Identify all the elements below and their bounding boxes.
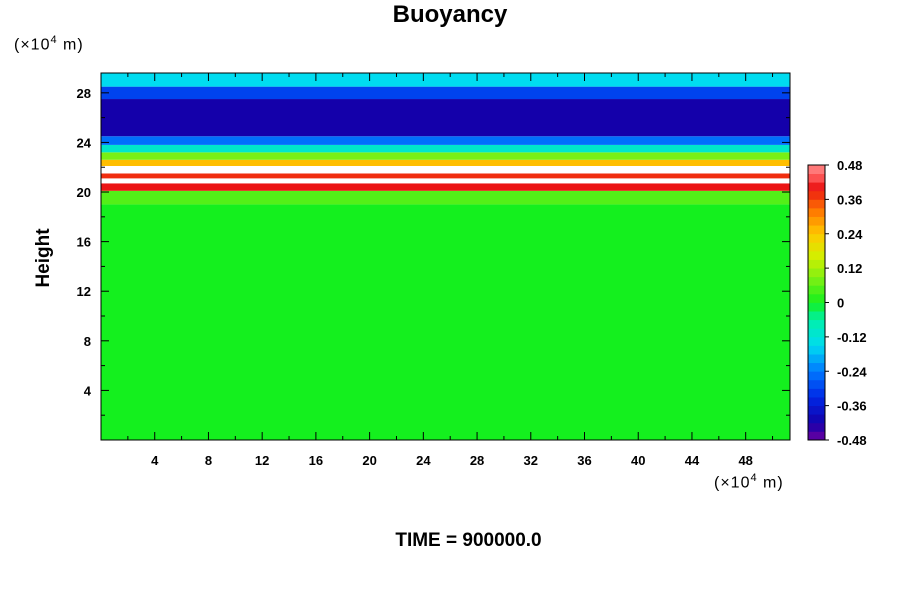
colorbar-tick-label: -0.12	[837, 330, 867, 345]
colorbar-level	[808, 190, 825, 200]
colorbar-tick-label: 0	[837, 296, 844, 311]
colorbar-level	[808, 388, 825, 398]
y-axis-label: Height	[33, 228, 54, 288]
colorbar-level	[808, 165, 825, 174]
x-unit-suffix: m)	[757, 474, 784, 492]
field-band-10	[101, 99, 790, 137]
field-band-9	[101, 136, 790, 145]
field-band-6	[101, 159, 790, 166]
x-tick-label: 20	[362, 453, 376, 468]
field-band-1	[101, 190, 790, 205]
colorbar-level	[808, 302, 825, 312]
x-tick-label: 12	[255, 453, 269, 468]
colorbar-level	[808, 345, 825, 355]
field-band-0	[101, 204, 790, 440]
colorbar-level	[808, 422, 825, 432]
colorbar-level	[808, 233, 825, 243]
y-tick-label: 20	[77, 185, 91, 200]
time-label: TIME = 900000.0	[395, 530, 542, 551]
colorbar-level	[808, 207, 825, 217]
colorbar-tick-label: -0.48	[837, 433, 867, 448]
colorbar-level	[808, 354, 825, 364]
chart-title: Buoyancy	[392, 1, 508, 28]
colorbar-level	[808, 328, 825, 338]
colorbar-tick-label: -0.36	[837, 399, 867, 414]
colorbar-level	[808, 285, 825, 295]
y-unit-exponent: 4	[50, 34, 58, 46]
colorbar-level	[808, 336, 825, 346]
x-unit-prefix: (×10	[714, 474, 751, 492]
field-band-2	[101, 183, 790, 191]
colorbar-level	[808, 268, 825, 278]
y-tick-label: 28	[77, 86, 91, 101]
x-tick-label: 48	[738, 453, 752, 468]
y-tick-label: 16	[77, 235, 91, 250]
plot-area	[100, 72, 791, 441]
y-axis-unit: (×104 m)	[14, 34, 84, 54]
colorbar-level	[808, 216, 825, 226]
field-band-7	[101, 152, 790, 160]
x-tick-label: 8	[205, 453, 212, 468]
colorbar-level	[808, 242, 825, 252]
x-unit-exponent: 4	[750, 472, 758, 484]
colorbar-level	[808, 362, 825, 372]
field-band-3	[101, 178, 790, 184]
colorbar: 0.48 0.36 0.24 0.12 0 -0.12 -0.24 -0.36 -0.48	[807, 158, 867, 448]
colorbar-level	[808, 225, 825, 235]
colorbar-level	[808, 259, 825, 269]
colorbar-level	[808, 371, 825, 381]
colorbar-level	[808, 250, 825, 260]
field-band-4	[101, 173, 790, 179]
colorbar-level	[808, 431, 825, 441]
field-band-11	[101, 86, 790, 100]
x-tick-label: 28	[470, 453, 484, 468]
x-tick-label: 24	[416, 453, 431, 468]
field-band-8	[101, 144, 790, 153]
y-unit-suffix: m)	[57, 36, 84, 54]
colorbar-level	[808, 414, 825, 424]
x-tick-label: 16	[309, 453, 323, 468]
y-tick-label: 24	[77, 135, 92, 150]
colorbar-level	[808, 311, 825, 321]
colorbar-level	[808, 293, 825, 303]
plot-frame	[100, 72, 791, 441]
x-tick-label: 4	[151, 453, 159, 468]
colorbar-tick-label: 0.12	[837, 261, 862, 276]
x-tick-label: 44	[685, 453, 700, 468]
colorbar-level	[808, 276, 825, 286]
colorbar-tick-label: 0.36	[837, 192, 862, 207]
x-tick-label: 36	[577, 453, 591, 468]
x-axis-unit: (×104 m)	[714, 472, 784, 492]
colorbar-level	[808, 397, 825, 407]
y-tick-label: 4	[84, 383, 92, 398]
y-tick-label: 8	[84, 334, 91, 349]
x-tick-label: 40	[631, 453, 645, 468]
colorbar-level	[808, 319, 825, 329]
colorbar-level	[808, 173, 825, 183]
colorbar-tick-label: 0.48	[837, 158, 862, 173]
field-band-5	[101, 165, 790, 174]
field-band-12	[101, 73, 790, 87]
colorbar-level	[808, 405, 825, 415]
colorbar-level	[808, 199, 825, 209]
colorbar-level	[808, 182, 825, 192]
y-unit-prefix: (×10	[14, 36, 51, 54]
x-tick-label: 32	[524, 453, 538, 468]
colorbar-level	[808, 379, 825, 389]
y-tick-label: 12	[77, 284, 91, 299]
colorbar-tick-label: -0.24	[837, 364, 867, 379]
colorbar-tick-label: 0.24	[837, 227, 863, 242]
